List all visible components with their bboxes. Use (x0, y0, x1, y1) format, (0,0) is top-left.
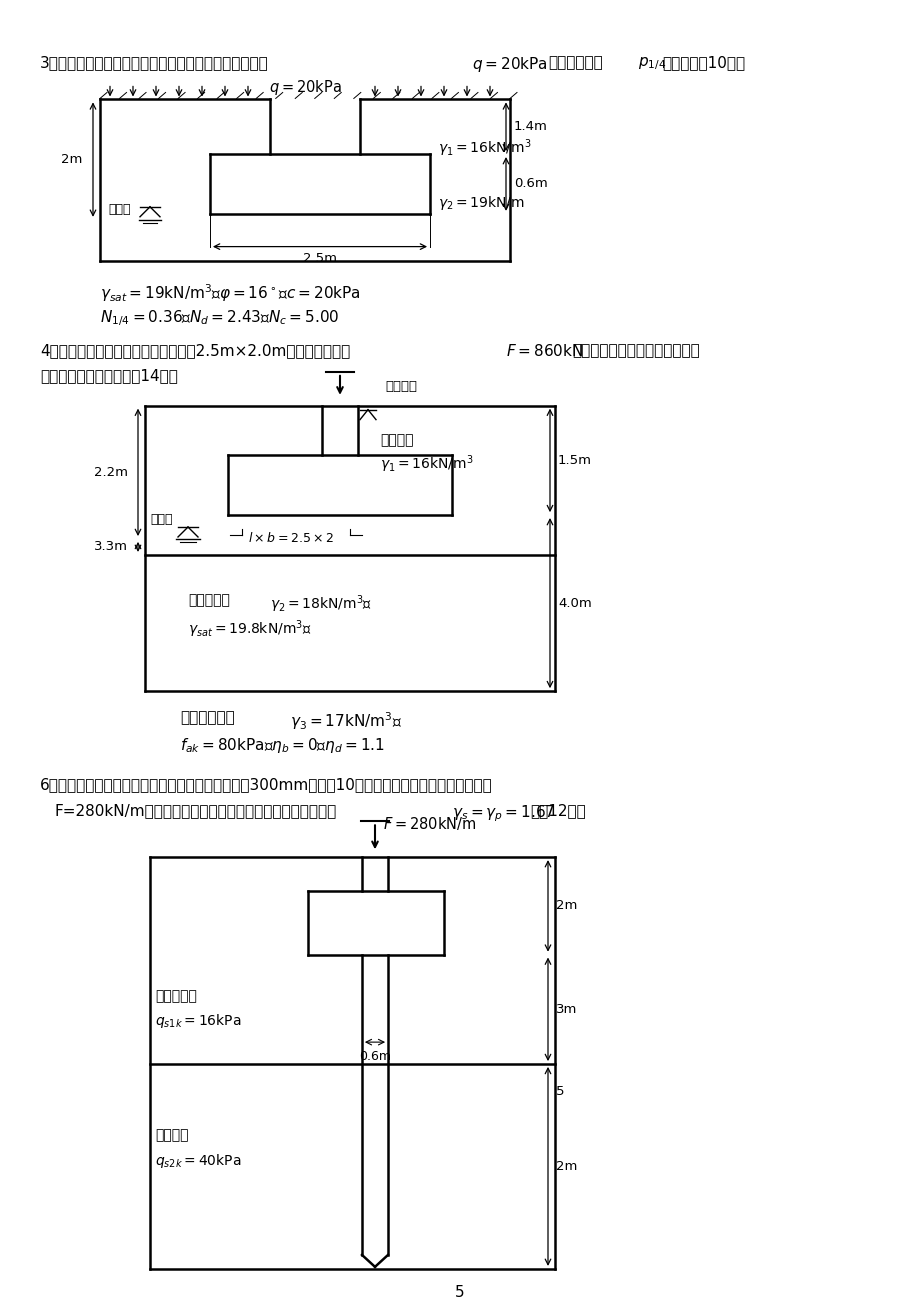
Text: 地下水: 地下水 (108, 203, 130, 216)
Text: $\gamma_2 = 19\mathrm{kN/m}$: $\gamma_2 = 19\mathrm{kN/m}$ (437, 194, 525, 212)
Text: $\gamma_{sat} = 19.8\mathrm{kN/m^3}$，: $\gamma_{sat} = 19.8\mathrm{kN/m^3}$， (187, 618, 312, 641)
Text: ，地质条件如图，试验算下卧层: ，地质条件如图，试验算下卧层 (572, 342, 699, 358)
Text: 2m: 2m (61, 154, 82, 167)
Text: ，求塑性荷载: ，求塑性荷载 (548, 55, 602, 70)
Text: $\gamma_s = \gamma_p = 1.67$: $\gamma_s = \gamma_p = 1.67$ (451, 803, 555, 824)
Text: 杂填土，: 杂填土， (380, 434, 413, 448)
Text: 0.6m: 0.6m (514, 177, 547, 190)
Text: 自然地面: 自然地面 (384, 380, 416, 393)
Text: $N_{1/4} = 0.36$，$N_d = 2.43$，$N_c = 5.00$: $N_{1/4} = 0.36$，$N_d = 2.43$，$N_c = 5.0… (100, 309, 339, 328)
Text: $q = 20\mathrm{kPa}$: $q = 20\mathrm{kPa}$ (471, 55, 547, 74)
Text: 5: 5 (555, 1086, 564, 1099)
Text: 1.4m: 1.4m (514, 120, 548, 133)
Text: $q_{s2k} = 40\mathrm{kPa}$: $q_{s2k} = 40\mathrm{kPa}$ (154, 1151, 241, 1169)
Text: 为多少？（10分）: 为多少？（10分） (662, 55, 744, 70)
Text: 2.5m: 2.5m (302, 251, 336, 264)
Text: 2m: 2m (555, 900, 577, 913)
Text: $F = 860\mathrm{kN}$: $F = 860\mathrm{kN}$ (505, 342, 583, 359)
Text: 2.2m: 2.2m (94, 466, 128, 479)
Text: 粉质粘土，: 粉质粘土， (187, 594, 230, 608)
Text: $q = 20\mathrm{kPa}$: $q = 20\mathrm{kPa}$ (268, 78, 341, 96)
Text: F=280kN/m。试计算每米长度内所需桩数。（抗力分项系数: F=280kN/m。试计算每米长度内所需桩数。（抗力分项系数 (55, 803, 337, 819)
Text: 2m: 2m (555, 1160, 577, 1173)
Text: 4．某柱下钢筋砼独立基础，底面尺寸2.5m×2.0m，受到竖向荷载: 4．某柱下钢筋砼独立基础，底面尺寸2.5m×2.0m，受到竖向荷载 (40, 342, 350, 358)
Text: 3.3m: 3.3m (94, 540, 128, 553)
Text: 承载力是否满足要求。（14分）: 承载力是否满足要求。（14分） (40, 368, 177, 383)
Text: 1.5m: 1.5m (558, 454, 591, 467)
Text: 地下水: 地下水 (150, 513, 173, 526)
Text: 3．某条基如图所示，地面上有永久存在的连续均布荷载: 3．某条基如图所示，地面上有永久存在的连续均布荷载 (40, 55, 268, 70)
Text: 4.0m: 4.0m (558, 596, 591, 609)
Text: 淤泥质粘土，: 淤泥质粘土， (180, 710, 234, 725)
Text: $\gamma_3 = 17\mathrm{kN/m^3}$，: $\gamma_3 = 17\mathrm{kN/m^3}$， (289, 710, 402, 732)
Text: $l \times b = 2.5 \times 2$: $l \times b = 2.5 \times 2$ (248, 531, 334, 546)
Text: 0.6m: 0.6m (358, 1051, 391, 1062)
Text: $f_{ak} = 80\mathrm{kPa}$，$\eta_b = 0$，$\eta_d = 1.1$: $f_{ak} = 80\mathrm{kPa}$，$\eta_b = 0$，$… (180, 736, 384, 755)
Text: ）（12分）: ）（12分） (529, 803, 585, 819)
Text: 5: 5 (455, 1285, 464, 1299)
Text: 粉质粘土: 粉质粘土 (154, 1129, 188, 1143)
Text: $q_{s1k} = 16\mathrm{kPa}$: $q_{s1k} = 16\mathrm{kPa}$ (154, 1012, 241, 1030)
Text: 6．某建筑物拟采用墙下单排钻孔灌注桩基础。桩径300mm，桩长10米。地质资料如图，已知竖向荷载: 6．某建筑物拟采用墙下单排钻孔灌注桩基础。桩径300mm，桩长10米。地质资料如… (40, 777, 493, 793)
Text: $p_{1/4}$: $p_{1/4}$ (637, 55, 665, 72)
Text: $\gamma_2 = 18\mathrm{kN/m^3}$，: $\gamma_2 = 18\mathrm{kN/m^3}$， (269, 594, 371, 616)
Text: $\gamma_{sat} = 19\mathrm{kN/m^3}$，$\varphi = 16^\circ$，$c = 20\mathrm{kPa}$: $\gamma_{sat} = 19\mathrm{kN/m^3}$，$\var… (100, 283, 360, 305)
Text: $F = 280\mathrm{kN/m}$: $F = 280\mathrm{kN/m}$ (382, 815, 476, 832)
Text: $\gamma_1 = 16\mathrm{kN/m^3}$: $\gamma_1 = 16\mathrm{kN/m^3}$ (380, 453, 473, 475)
Text: 3m: 3m (555, 1003, 577, 1016)
Text: $\gamma_1 = 16\mathrm{kN/m^3}$: $\gamma_1 = 16\mathrm{kN/m^3}$ (437, 137, 531, 159)
Text: 淤泥质粘土: 淤泥质粘土 (154, 990, 197, 1004)
